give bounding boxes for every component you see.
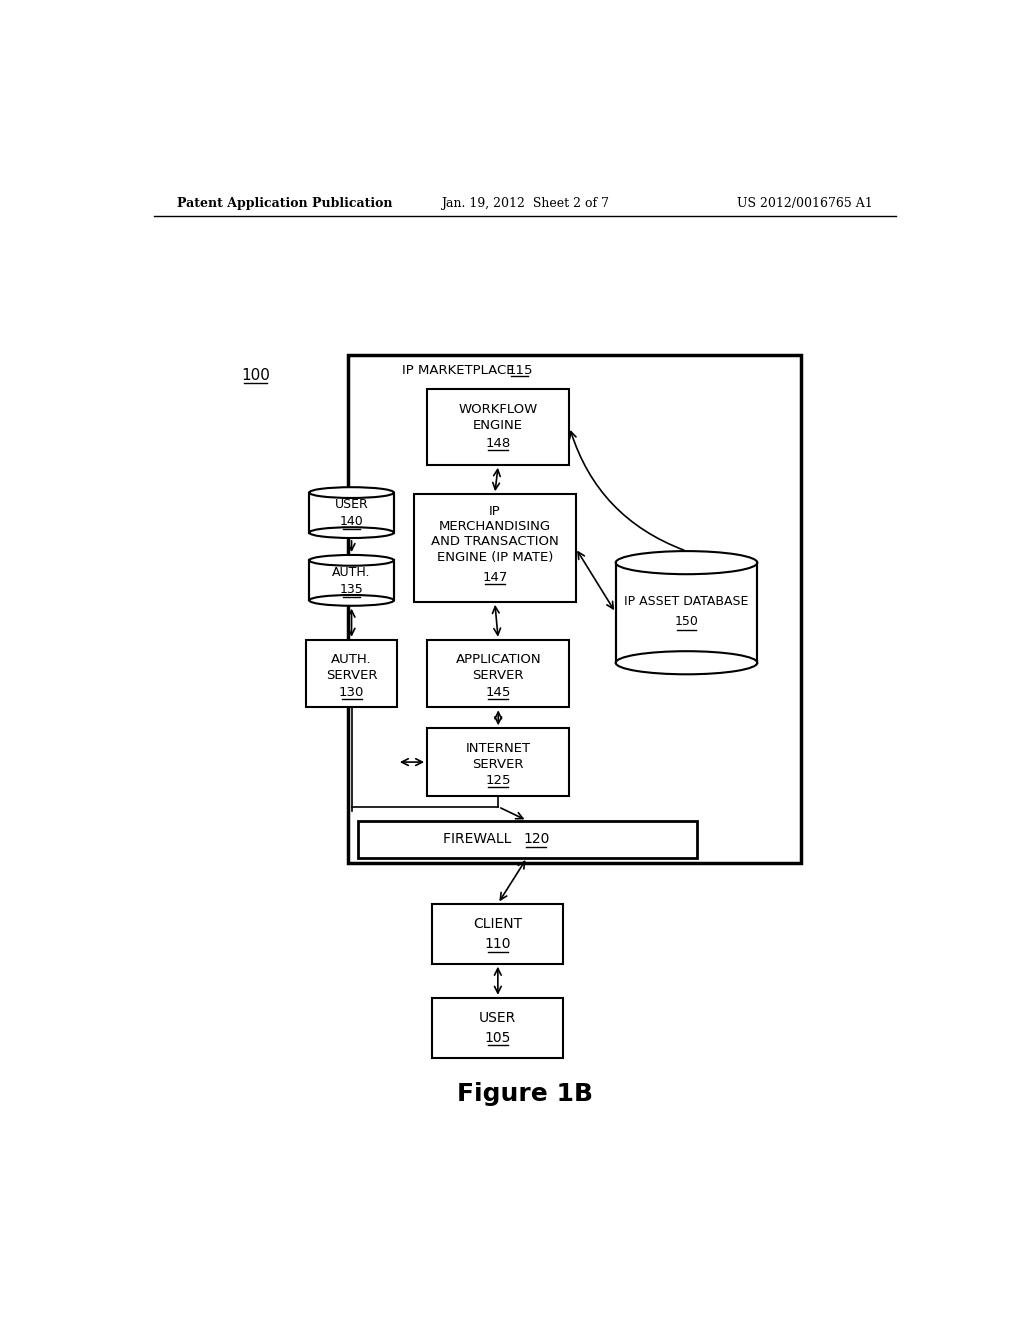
Text: 135: 135 bbox=[340, 583, 364, 597]
Bar bbox=[309, 492, 394, 532]
Ellipse shape bbox=[615, 651, 758, 675]
Text: FIREWALL: FIREWALL bbox=[442, 832, 515, 846]
Text: USER: USER bbox=[479, 1011, 516, 1024]
Text: SERVER: SERVER bbox=[472, 758, 524, 771]
Text: 148: 148 bbox=[485, 437, 511, 450]
Text: 125: 125 bbox=[485, 774, 511, 787]
Text: 147: 147 bbox=[482, 570, 508, 583]
Text: IP: IP bbox=[488, 504, 501, 517]
Text: SERVER: SERVER bbox=[472, 669, 524, 682]
Ellipse shape bbox=[309, 554, 394, 566]
Ellipse shape bbox=[615, 552, 758, 574]
Bar bbox=[427, 389, 569, 465]
Ellipse shape bbox=[309, 595, 394, 606]
Ellipse shape bbox=[309, 527, 394, 539]
Text: 115: 115 bbox=[508, 363, 534, 376]
Text: ENGINE: ENGINE bbox=[473, 418, 523, 432]
Bar bbox=[306, 640, 397, 708]
Text: 140: 140 bbox=[340, 515, 364, 528]
Text: 150: 150 bbox=[675, 615, 698, 628]
Text: IP ASSET DATABASE: IP ASSET DATABASE bbox=[625, 594, 749, 607]
Text: CLIENT: CLIENT bbox=[473, 917, 522, 931]
Text: APPLICATION: APPLICATION bbox=[456, 653, 541, 667]
Text: 105: 105 bbox=[484, 1031, 511, 1044]
Bar bbox=[357, 821, 696, 858]
Text: MERCHANDISING: MERCHANDISING bbox=[438, 520, 551, 533]
Text: 100: 100 bbox=[241, 368, 269, 383]
Text: AND TRANSACTION: AND TRANSACTION bbox=[431, 536, 559, 548]
Text: 110: 110 bbox=[484, 937, 511, 950]
Bar bbox=[348, 355, 801, 863]
Bar bbox=[427, 640, 569, 708]
Bar bbox=[427, 729, 569, 796]
Text: 130: 130 bbox=[339, 685, 365, 698]
Bar bbox=[414, 494, 575, 602]
Text: INTERNET: INTERNET bbox=[466, 742, 530, 755]
Bar bbox=[615, 562, 758, 663]
Text: 145: 145 bbox=[485, 685, 511, 698]
Bar bbox=[432, 998, 563, 1057]
Text: US 2012/0016765 A1: US 2012/0016765 A1 bbox=[737, 197, 872, 210]
Text: AUTH.: AUTH. bbox=[331, 653, 372, 667]
Text: AUTH.: AUTH. bbox=[333, 566, 371, 579]
Text: Patent Application Publication: Patent Application Publication bbox=[177, 197, 392, 210]
Text: ENGINE (IP MATE): ENGINE (IP MATE) bbox=[436, 550, 553, 564]
Text: Jan. 19, 2012  Sheet 2 of 7: Jan. 19, 2012 Sheet 2 of 7 bbox=[440, 197, 609, 210]
Text: IP MARKETPLACE: IP MARKETPLACE bbox=[401, 363, 518, 376]
Text: 120: 120 bbox=[523, 832, 550, 846]
Text: SERVER: SERVER bbox=[326, 669, 377, 682]
Text: Figure 1B: Figure 1B bbox=[457, 1082, 593, 1106]
Bar bbox=[309, 560, 394, 601]
Text: USER: USER bbox=[335, 499, 369, 511]
Text: WORKFLOW: WORKFLOW bbox=[459, 403, 538, 416]
Bar bbox=[432, 904, 563, 964]
Ellipse shape bbox=[309, 487, 394, 498]
